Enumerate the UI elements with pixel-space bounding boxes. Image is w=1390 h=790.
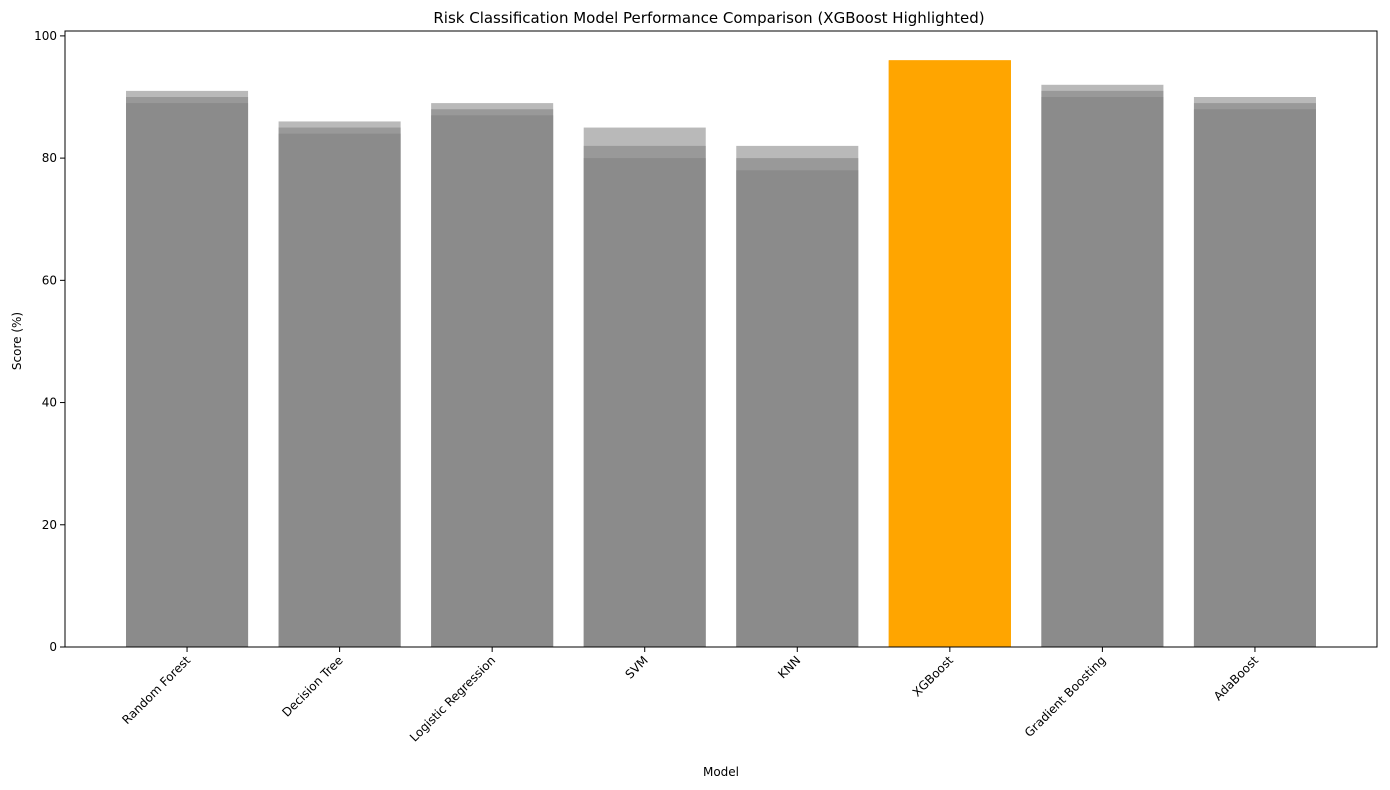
y-tick-label: 60	[42, 273, 57, 287]
bar-xgboost-series-3	[888, 60, 1011, 648]
plot-frame	[64, 30, 1378, 648]
x-tick-label: Logistic Regression	[407, 653, 498, 744]
y-tick-label: 80	[42, 151, 57, 165]
bar-logistic-regression-series-3	[431, 115, 554, 648]
bar-gradient-boosting-series-3	[1041, 97, 1164, 647]
y-tick-label: 0	[49, 640, 57, 654]
bar-adaboost-series-3	[1193, 109, 1316, 647]
y-tick-label: 20	[42, 518, 57, 532]
x-tick-label: Random Forest	[119, 653, 193, 727]
x-tick-label: XGBoost	[910, 653, 956, 699]
bar-knn-series-3	[736, 170, 859, 648]
bar-random-forest-series-3	[126, 103, 249, 648]
bar-svm-series-3	[583, 158, 706, 647]
x-axis-label: Model	[703, 765, 739, 779]
y-axis-label: Score (%)	[10, 312, 24, 370]
x-axis: Random Forest Decision Tree Logistic Regre…	[119, 647, 1261, 745]
y-tick-label: 100	[34, 29, 57, 43]
bars-group	[126, 60, 1316, 648]
y-tick-label: 40	[42, 396, 57, 410]
x-tick-label: Decision Tree	[279, 653, 345, 719]
x-tick-label: SVM	[622, 653, 650, 681]
x-tick-label: KNN	[775, 653, 803, 681]
bar-decision-tree-series-3	[278, 133, 401, 647]
x-tick-label: Gradient Boosting	[1022, 653, 1109, 740]
x-tick-label: AdaBoost	[1211, 653, 1261, 703]
y-axis: 0 20 40 60 80 100	[34, 29, 65, 654]
chart-title: Risk Classification Model Performance Co…	[433, 9, 984, 27]
